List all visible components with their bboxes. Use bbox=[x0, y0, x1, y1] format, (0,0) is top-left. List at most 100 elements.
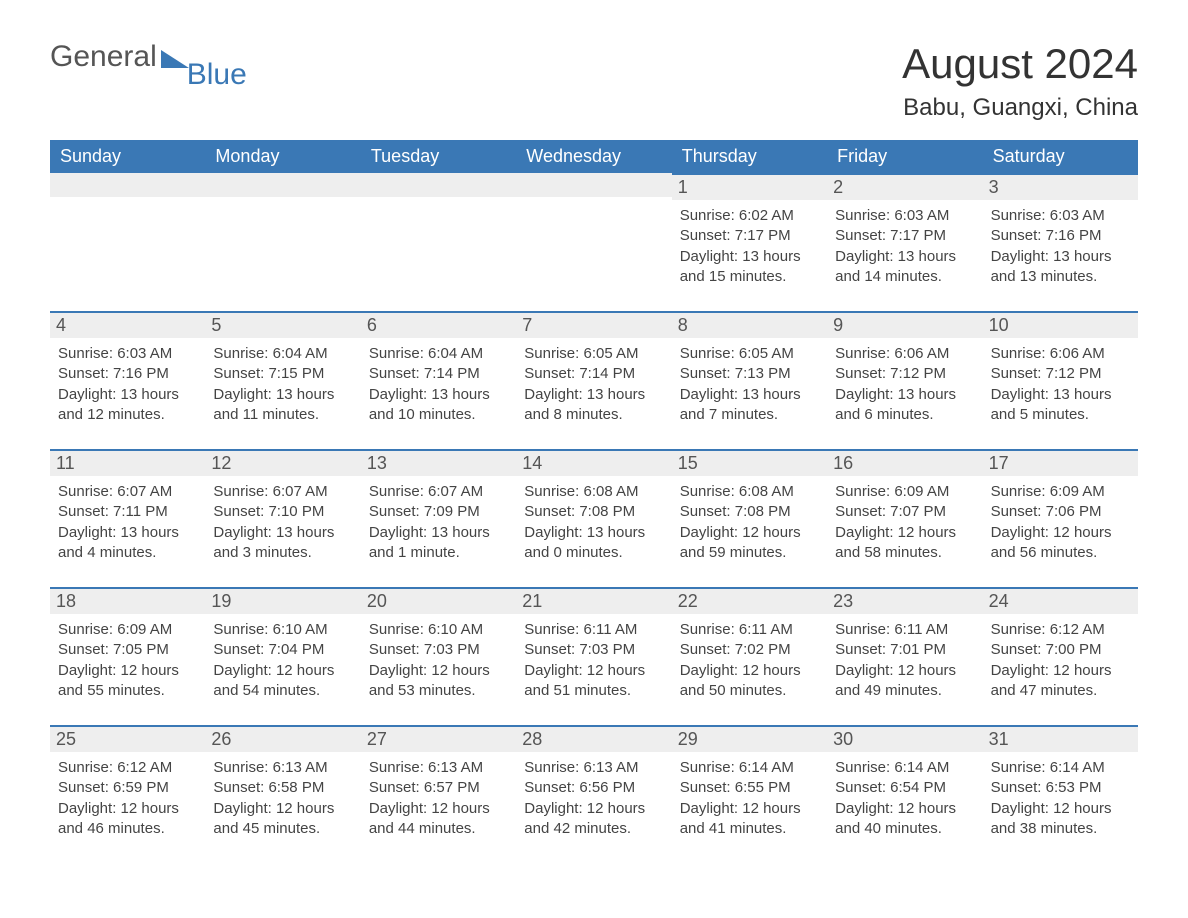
calendar-cell: 31Sunrise: 6:14 AMSunset: 6:53 PMDayligh… bbox=[983, 725, 1138, 863]
day-sunset: Sunset: 7:16 PM bbox=[58, 364, 197, 384]
day-sunrise: Sunrise: 6:07 AM bbox=[213, 482, 352, 502]
day-sunrise: Sunrise: 6:12 AM bbox=[991, 620, 1130, 640]
day-daylight1: Daylight: 13 hours bbox=[369, 523, 508, 543]
empty-day bbox=[50, 173, 205, 197]
day-sunset: Sunset: 6:55 PM bbox=[680, 778, 819, 798]
calendar-cell: 7Sunrise: 6:05 AMSunset: 7:14 PMDaylight… bbox=[516, 311, 671, 449]
day-sunset: Sunset: 7:09 PM bbox=[369, 502, 508, 522]
calendar-cell: 8Sunrise: 6:05 AMSunset: 7:13 PMDaylight… bbox=[672, 311, 827, 449]
day-sunset: Sunset: 7:07 PM bbox=[835, 502, 974, 522]
day-daylight1: Daylight: 12 hours bbox=[835, 523, 974, 543]
day-daylight1: Daylight: 13 hours bbox=[835, 247, 974, 267]
column-header: Wednesday bbox=[516, 140, 671, 173]
day-daylight1: Daylight: 12 hours bbox=[835, 661, 974, 681]
day-sunrise: Sunrise: 6:06 AM bbox=[991, 344, 1130, 364]
day-daylight1: Daylight: 12 hours bbox=[369, 661, 508, 681]
day-daylight2: and 49 minutes. bbox=[835, 681, 974, 701]
day-number: 23 bbox=[827, 587, 982, 614]
day-number: 21 bbox=[516, 587, 671, 614]
day-sunrise: Sunrise: 6:07 AM bbox=[369, 482, 508, 502]
calendar-cell: 17Sunrise: 6:09 AMSunset: 7:06 PMDayligh… bbox=[983, 449, 1138, 587]
calendar-cell: 13Sunrise: 6:07 AMSunset: 7:09 PMDayligh… bbox=[361, 449, 516, 587]
day-daylight2: and 46 minutes. bbox=[58, 819, 197, 839]
day-sunrise: Sunrise: 6:13 AM bbox=[213, 758, 352, 778]
day-daylight2: and 3 minutes. bbox=[213, 543, 352, 563]
day-sunrise: Sunrise: 6:03 AM bbox=[991, 206, 1130, 226]
day-daylight1: Daylight: 13 hours bbox=[213, 523, 352, 543]
day-daylight2: and 13 minutes. bbox=[991, 267, 1130, 287]
day-info: Sunrise: 6:07 AMSunset: 7:11 PMDaylight:… bbox=[58, 482, 197, 563]
day-daylight2: and 56 minutes. bbox=[991, 543, 1130, 563]
day-info: Sunrise: 6:10 AMSunset: 7:04 PMDaylight:… bbox=[213, 620, 352, 701]
page-subtitle: Babu, Guangxi, China bbox=[902, 94, 1138, 122]
calendar-cell: 28Sunrise: 6:13 AMSunset: 6:56 PMDayligh… bbox=[516, 725, 671, 863]
day-sunrise: Sunrise: 6:13 AM bbox=[369, 758, 508, 778]
day-number: 6 bbox=[361, 311, 516, 338]
day-sunset: Sunset: 7:08 PM bbox=[680, 502, 819, 522]
day-info: Sunrise: 6:04 AMSunset: 7:14 PMDaylight:… bbox=[369, 344, 508, 425]
day-daylight2: and 50 minutes. bbox=[680, 681, 819, 701]
empty-day bbox=[361, 173, 516, 197]
day-daylight2: and 10 minutes. bbox=[369, 405, 508, 425]
day-daylight1: Daylight: 13 hours bbox=[680, 247, 819, 267]
day-sunrise: Sunrise: 6:13 AM bbox=[524, 758, 663, 778]
day-info: Sunrise: 6:03 AMSunset: 7:16 PMDaylight:… bbox=[991, 206, 1130, 287]
day-sunrise: Sunrise: 6:03 AM bbox=[58, 344, 197, 364]
day-info: Sunrise: 6:14 AMSunset: 6:55 PMDaylight:… bbox=[680, 758, 819, 839]
logo-text-general: General bbox=[50, 40, 157, 74]
day-info: Sunrise: 6:11 AMSunset: 7:03 PMDaylight:… bbox=[524, 620, 663, 701]
day-sunset: Sunset: 7:14 PM bbox=[524, 364, 663, 384]
day-sunset: Sunset: 7:06 PM bbox=[991, 502, 1130, 522]
day-daylight2: and 44 minutes. bbox=[369, 819, 508, 839]
day-sunrise: Sunrise: 6:09 AM bbox=[835, 482, 974, 502]
day-number: 15 bbox=[672, 449, 827, 476]
day-daylight2: and 11 minutes. bbox=[213, 405, 352, 425]
day-number: 14 bbox=[516, 449, 671, 476]
logo: General Blue bbox=[50, 40, 253, 74]
day-daylight1: Daylight: 12 hours bbox=[680, 799, 819, 819]
page-title: August 2024 bbox=[902, 40, 1138, 88]
day-number: 31 bbox=[983, 725, 1138, 752]
calendar-cell: 23Sunrise: 6:11 AMSunset: 7:01 PMDayligh… bbox=[827, 587, 982, 725]
day-number: 30 bbox=[827, 725, 982, 752]
day-daylight1: Daylight: 12 hours bbox=[991, 523, 1130, 543]
day-daylight1: Daylight: 13 hours bbox=[524, 523, 663, 543]
day-sunset: Sunset: 7:13 PM bbox=[680, 364, 819, 384]
day-daylight1: Daylight: 13 hours bbox=[991, 385, 1130, 405]
day-sunset: Sunset: 7:03 PM bbox=[369, 640, 508, 660]
day-daylight2: and 8 minutes. bbox=[524, 405, 663, 425]
calendar-cell: 15Sunrise: 6:08 AMSunset: 7:08 PMDayligh… bbox=[672, 449, 827, 587]
day-sunset: Sunset: 6:53 PM bbox=[991, 778, 1130, 798]
calendar-cell: 30Sunrise: 6:14 AMSunset: 6:54 PMDayligh… bbox=[827, 725, 982, 863]
calendar-cell: 18Sunrise: 6:09 AMSunset: 7:05 PMDayligh… bbox=[50, 587, 205, 725]
day-daylight1: Daylight: 13 hours bbox=[213, 385, 352, 405]
day-sunset: Sunset: 7:15 PM bbox=[213, 364, 352, 384]
day-sunset: Sunset: 7:14 PM bbox=[369, 364, 508, 384]
calendar-cell: 2Sunrise: 6:03 AMSunset: 7:17 PMDaylight… bbox=[827, 173, 982, 311]
empty-day bbox=[516, 173, 671, 197]
day-daylight1: Daylight: 12 hours bbox=[680, 661, 819, 681]
day-sunrise: Sunrise: 6:09 AM bbox=[58, 620, 197, 640]
day-number: 25 bbox=[50, 725, 205, 752]
calendar-cell: 27Sunrise: 6:13 AMSunset: 6:57 PMDayligh… bbox=[361, 725, 516, 863]
calendar-cell: 24Sunrise: 6:12 AMSunset: 7:00 PMDayligh… bbox=[983, 587, 1138, 725]
day-info: Sunrise: 6:07 AMSunset: 7:10 PMDaylight:… bbox=[213, 482, 352, 563]
calendar-cell: 21 Sunrise: 6:11 AMSunset: 7:03 PMDayligh… bbox=[516, 587, 671, 725]
day-sunrise: Sunrise: 6:02 AM bbox=[680, 206, 819, 226]
column-header: Saturday bbox=[983, 140, 1138, 173]
day-sunset: Sunset: 7:17 PM bbox=[680, 226, 819, 246]
day-sunrise: Sunrise: 6:10 AM bbox=[213, 620, 352, 640]
day-info: Sunrise: 6:12 AMSunset: 6:59 PMDaylight:… bbox=[58, 758, 197, 839]
day-info: Sunrise: 6:13 AMSunset: 6:57 PMDaylight:… bbox=[369, 758, 508, 839]
day-daylight2: and 47 minutes. bbox=[991, 681, 1130, 701]
calendar-cell: 26Sunrise: 6:13 AMSunset: 6:58 PMDayligh… bbox=[205, 725, 360, 863]
calendar-cell bbox=[361, 173, 516, 311]
day-daylight2: and 45 minutes. bbox=[213, 819, 352, 839]
day-number: 2 bbox=[827, 173, 982, 200]
column-header: Monday bbox=[205, 140, 360, 173]
day-daylight2: and 41 minutes. bbox=[680, 819, 819, 839]
calendar-cell: 16Sunrise: 6:09 AMSunset: 7:07 PMDayligh… bbox=[827, 449, 982, 587]
day-daylight2: and 38 minutes. bbox=[991, 819, 1130, 839]
empty-day bbox=[205, 173, 360, 197]
day-number: 28 bbox=[516, 725, 671, 752]
